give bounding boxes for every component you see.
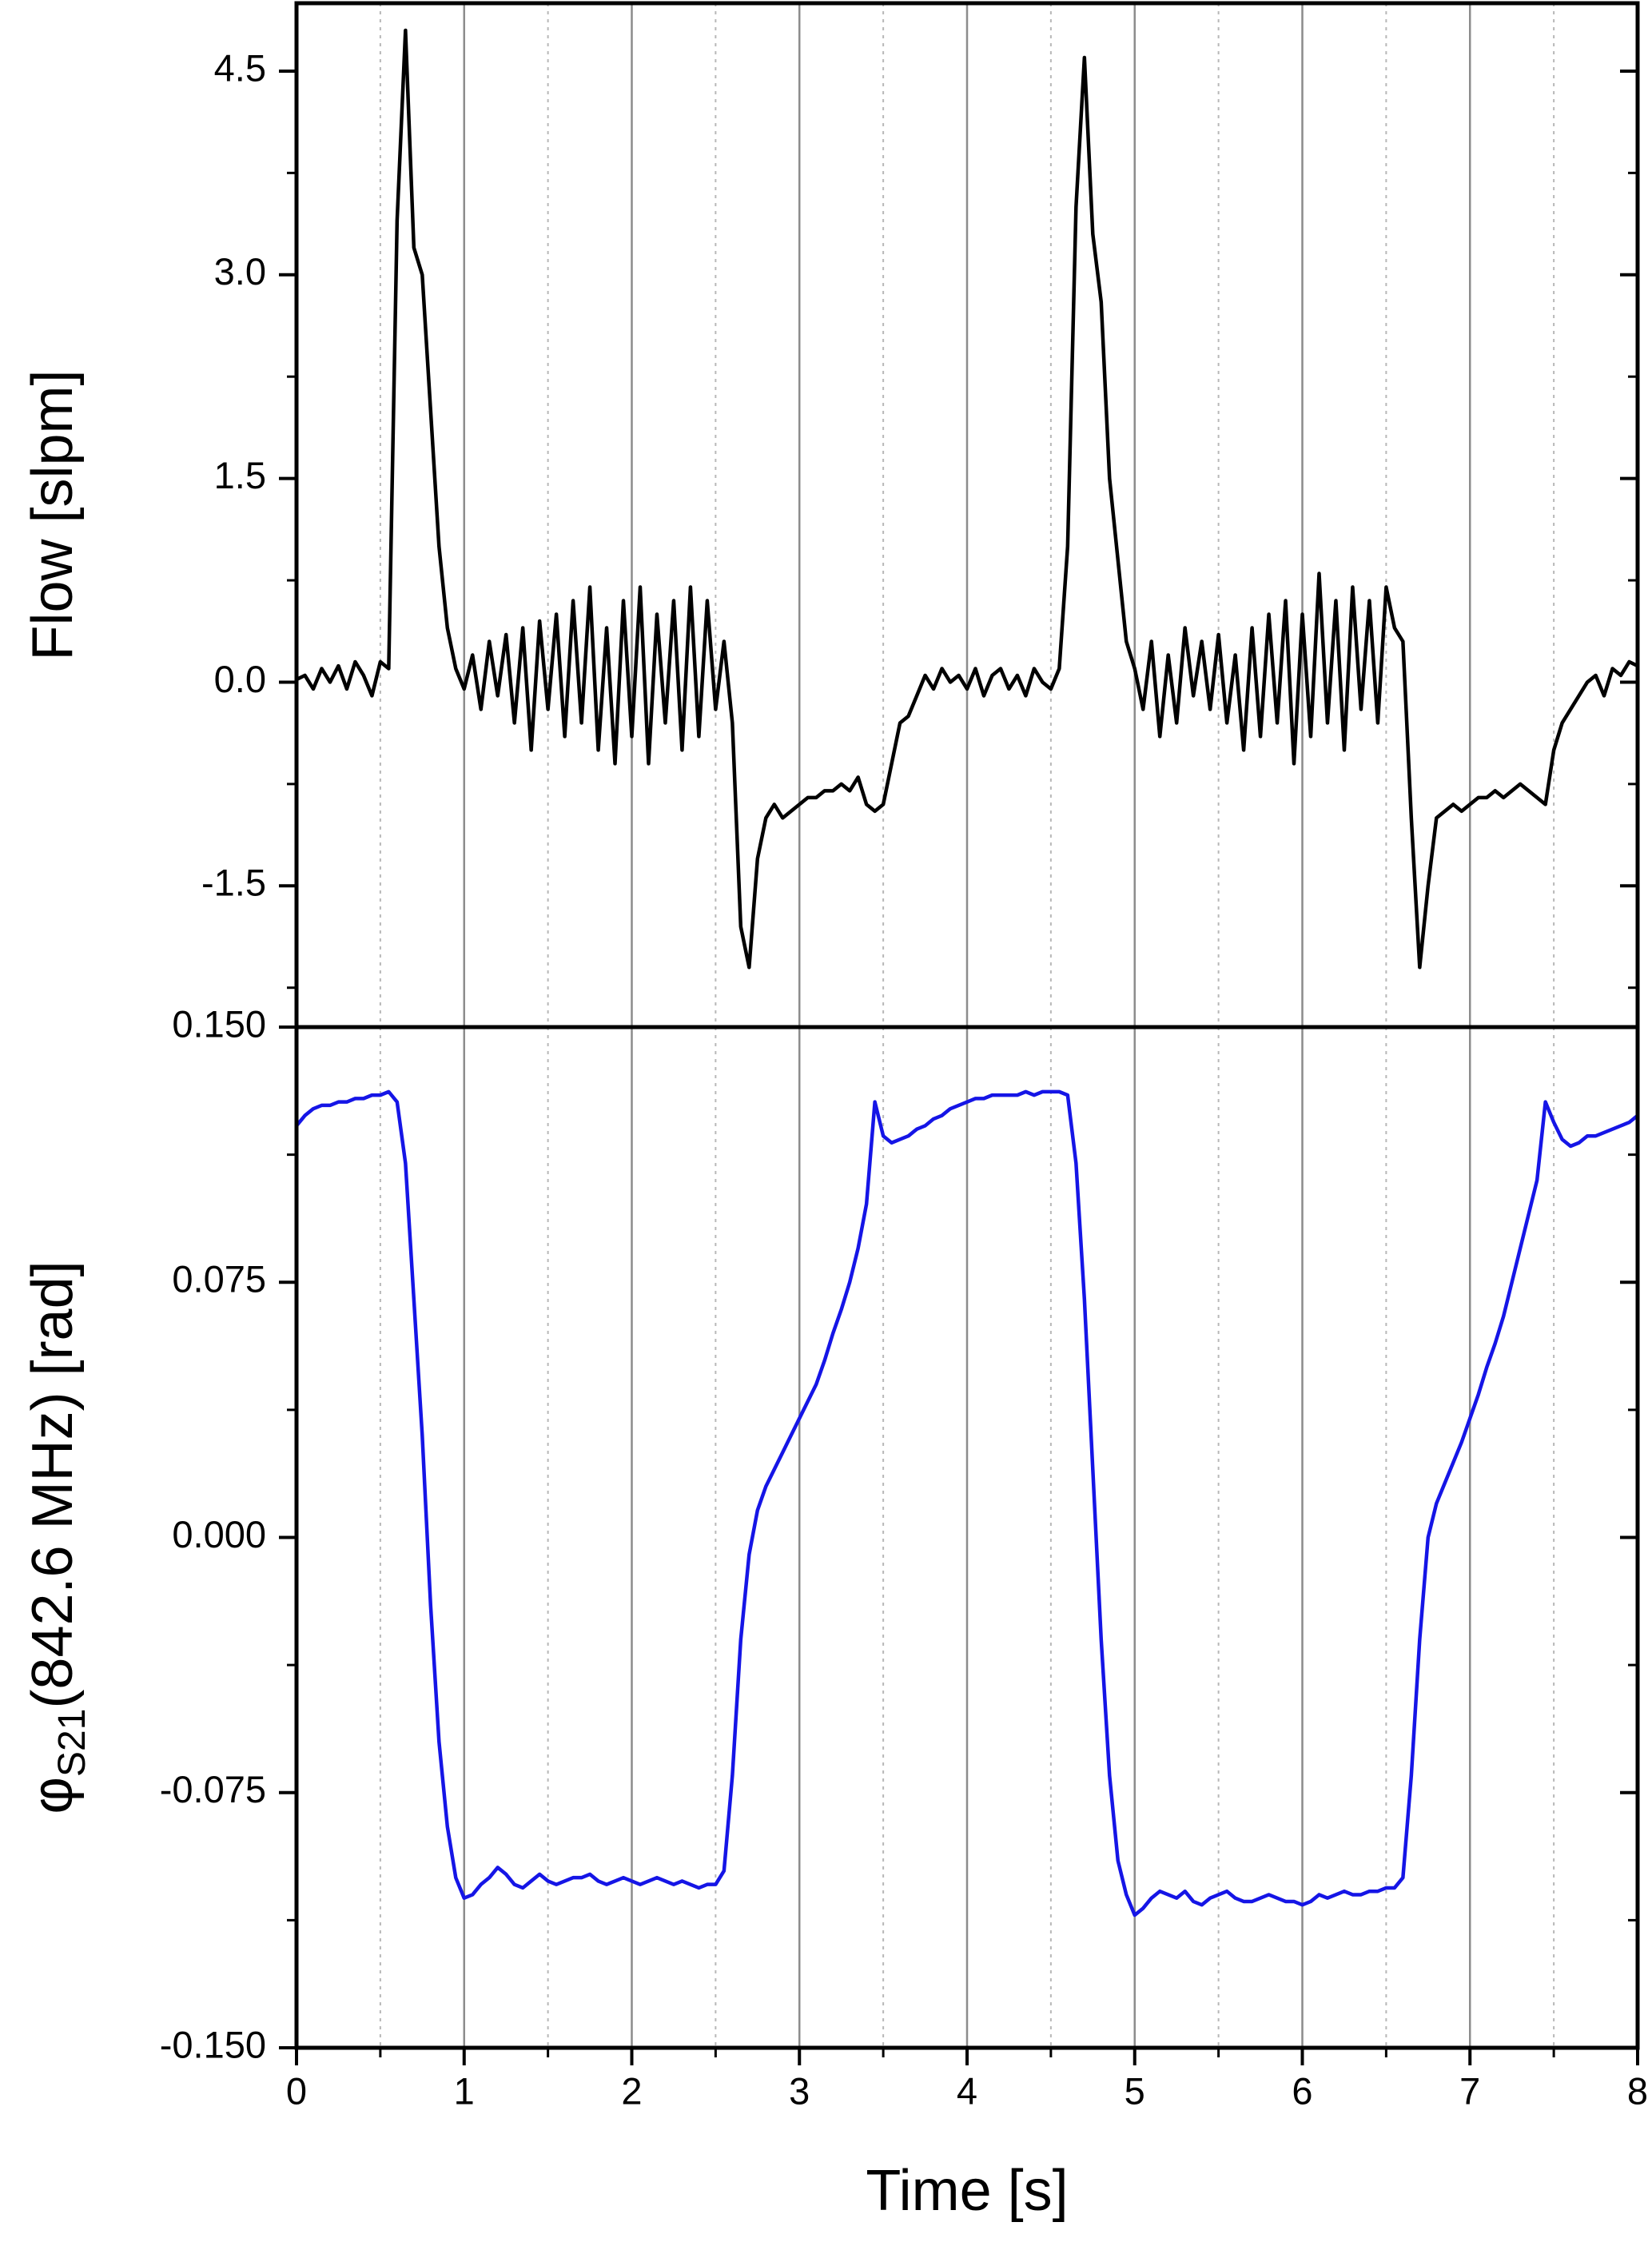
y-tick-label: 0.150 xyxy=(172,1002,266,1045)
x-tick-label: 0 xyxy=(286,2069,307,2112)
x-tick-label: 2 xyxy=(621,2069,642,2112)
y-tick-label: 4.5 xyxy=(214,46,266,89)
x-tick-label: 1 xyxy=(454,2069,475,2112)
panel: -1.5 0.0 1.5 3.0 4.5 Flow [slpm] xyxy=(21,1,1640,1029)
x-tick-label: 5 xyxy=(1125,2069,1145,2112)
y-tick-label: -0.075 xyxy=(160,1768,266,1810)
x-tick-label: 7 xyxy=(1459,2069,1480,2112)
x-tick-label: 8 xyxy=(1627,2069,1648,2112)
data-line xyxy=(297,28,1638,970)
y-axis-symbol: φ xyxy=(21,1777,85,1814)
x-tick-label: 3 xyxy=(789,2069,810,2112)
y-tick-label: 0.075 xyxy=(172,1258,266,1300)
y-axis-title: Flow [slpm] xyxy=(21,369,85,660)
x-axis-title: Time [s] xyxy=(866,2159,1068,2223)
y-tick-label: -0.150 xyxy=(160,2023,266,2065)
y-tick-label: -1.5 xyxy=(201,862,266,904)
plot-area xyxy=(297,28,1638,970)
y-axis-text: (842.6 MHz) [rad] xyxy=(21,1260,85,1708)
y-tick-label: 0.000 xyxy=(172,1513,266,1555)
y-tick-label: 3.0 xyxy=(214,250,266,293)
y-axis-title: φS21(842.6 MHz) [rad] xyxy=(21,1260,94,1814)
y-tick-label: 1.5 xyxy=(214,454,266,496)
y-tick-label: 0.0 xyxy=(214,658,266,700)
x-tick-label: 4 xyxy=(957,2069,977,2112)
panel: -0.150 -0.075 0.000 0.075 0.150 0 1 2 3 4 5 6 7 8 Time… xyxy=(21,1002,1648,2223)
data-line xyxy=(297,1089,1638,1917)
plot-area xyxy=(297,1089,1638,1917)
x-tick-label: 6 xyxy=(1292,2069,1312,2112)
y-axis-subscript: S21 xyxy=(51,1709,94,1777)
